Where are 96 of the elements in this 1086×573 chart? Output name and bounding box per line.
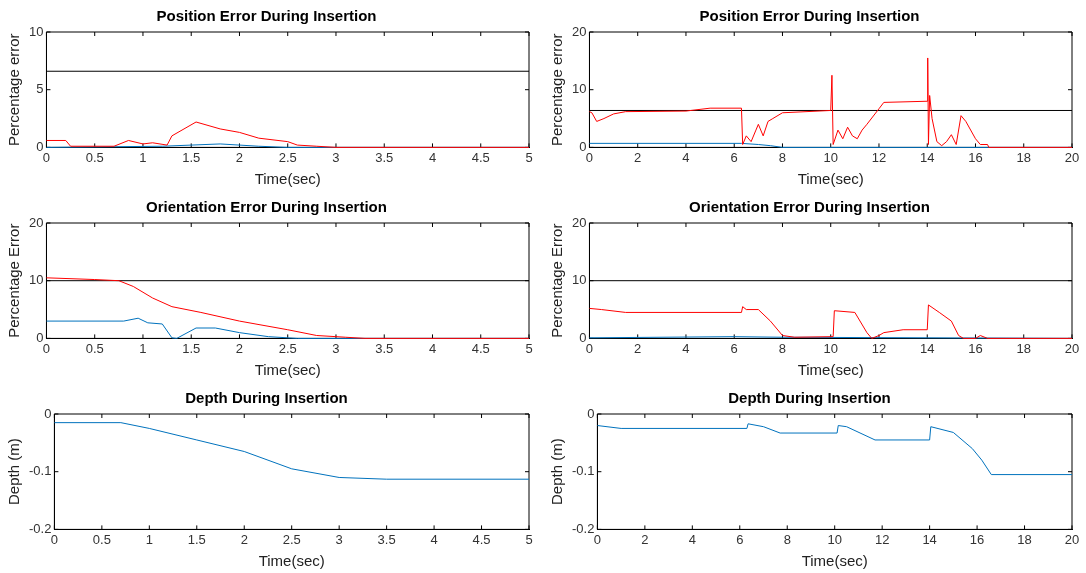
x-tick-label: 3.5 xyxy=(375,340,394,356)
x-tick-label: 1.5 xyxy=(187,531,206,547)
x-tick-label: 10 xyxy=(827,531,842,547)
x-axis-title: Time(sec) xyxy=(254,361,321,379)
x-tick-label: 1 xyxy=(139,340,147,356)
x-tick-label: 4.5 xyxy=(472,531,491,547)
x-tick-label: 14 xyxy=(922,531,937,547)
x-tick-label: 12 xyxy=(874,531,890,547)
x-tick-label: 0.5 xyxy=(85,340,104,356)
x-tick-label: 5 xyxy=(525,340,533,356)
y-tick-label: 20 xyxy=(571,214,587,230)
x-tick-label: 2.5 xyxy=(282,531,301,547)
x-tick-label: 8 xyxy=(783,531,791,547)
x-tick-label: 3.5 xyxy=(377,531,396,547)
x-tick-label: 1.5 xyxy=(182,340,201,356)
x-tick-label: 8 xyxy=(778,340,787,356)
x-tick-label: 0.5 xyxy=(85,149,104,165)
x-tick-label: 2.5 xyxy=(278,340,297,356)
y-tick-label: 0 xyxy=(579,138,587,154)
y-tick-label: -0.1 xyxy=(28,463,52,479)
chart-title: Depth During Insertion xyxy=(185,389,348,407)
x-axis-title: Time(sec) xyxy=(258,552,325,570)
x-tick-label: 18 xyxy=(1017,531,1032,547)
x-tick-label: 4 xyxy=(428,149,437,165)
x-tick-label: 20 xyxy=(1064,531,1080,547)
y-tick-label: 20 xyxy=(571,23,587,39)
x-axis-title: Time(sec) xyxy=(254,170,321,188)
x-tick-label: 4.5 xyxy=(471,149,490,165)
x-tick-label: 2 xyxy=(634,149,642,165)
x-tick-label: 16 xyxy=(968,340,983,356)
x-tick-label: 2 xyxy=(235,340,244,356)
y-tick-label: -0.2 xyxy=(571,520,595,536)
x-tick-label: 16 xyxy=(969,531,985,547)
x-tick-label: 2 xyxy=(641,531,649,547)
x-tick-label: 4 xyxy=(430,531,438,547)
y-tick-label: 10 xyxy=(571,81,587,97)
x-axis-title: Time(sec) xyxy=(797,170,864,188)
x-tick-label: 3.5 xyxy=(375,149,394,165)
y-tick-label: 0 xyxy=(44,405,52,421)
x-tick-label: 14 xyxy=(920,340,935,356)
x-tick-label: 10 xyxy=(823,340,838,356)
y-tick-label: 0 xyxy=(36,138,44,154)
y-tick-label: -0.1 xyxy=(571,463,595,479)
x-tick-label: 2 xyxy=(240,531,248,547)
x-tick-label: 5 xyxy=(525,149,533,165)
y-axis-title: Percentage Error xyxy=(548,223,566,338)
x-tick-label: 2 xyxy=(634,340,642,356)
y-tick-label: 0 xyxy=(579,329,587,345)
y-tick-label: 5 xyxy=(36,81,44,97)
y-axis-title: Depth (m) xyxy=(548,438,566,506)
x-tick-label: 1 xyxy=(139,149,147,165)
x-tick-label: 4.5 xyxy=(471,340,490,356)
x-tick-label: 5 xyxy=(525,531,533,547)
chart-title: Depth During Insertion xyxy=(728,389,891,407)
chart-title: Position Error During Insertion xyxy=(156,7,377,25)
x-tick-label: 2 xyxy=(235,149,244,165)
x-tick-label: 16 xyxy=(968,149,983,165)
x-tick-label: 3 xyxy=(335,531,343,547)
chart-title: Position Error During Insertion xyxy=(699,7,920,25)
x-tick-label: 1.5 xyxy=(182,149,201,165)
x-tick-label: 12 xyxy=(871,340,887,356)
x-tick-label: 18 xyxy=(1016,340,1031,356)
y-tick-label: 10 xyxy=(571,272,587,288)
x-tick-label: 4 xyxy=(688,531,696,547)
x-tick-label: 6 xyxy=(730,340,738,356)
y-axis-title: Depth (m) xyxy=(5,438,23,506)
x-tick-label: 1 xyxy=(145,531,153,547)
y-axis-title: Percentage error xyxy=(548,33,566,146)
x-tick-label: 20 xyxy=(1064,149,1080,165)
x-tick-label: 6 xyxy=(730,149,738,165)
x-tick-label: 18 xyxy=(1016,149,1031,165)
x-tick-label: 6 xyxy=(736,531,744,547)
chart-title: Orientation Error During Insertion xyxy=(146,198,387,216)
x-tick-label: 20 xyxy=(1064,340,1080,356)
x-tick-label: 10 xyxy=(823,149,838,165)
y-tick-label: 10 xyxy=(28,23,44,39)
x-tick-label: 14 xyxy=(920,149,935,165)
y-tick-label: -0.2 xyxy=(28,520,52,536)
x-tick-label: 4 xyxy=(428,340,437,356)
y-tick-label: 10 xyxy=(28,272,44,288)
x-axis-title: Time(sec) xyxy=(797,361,864,379)
y-tick-label: 20 xyxy=(28,214,44,230)
x-tick-label: 8 xyxy=(778,149,787,165)
y-axis-title: Percentage Error xyxy=(5,223,23,338)
x-tick-label: 3 xyxy=(332,149,340,165)
y-tick-label: 0 xyxy=(36,329,44,345)
y-tick-label: 0 xyxy=(587,405,595,421)
x-tick-label: 2.5 xyxy=(278,149,297,165)
x-tick-label: 12 xyxy=(871,149,887,165)
x-tick-label: 4 xyxy=(682,340,690,356)
x-tick-label: 4 xyxy=(682,149,690,165)
chart-title: Orientation Error During Insertion xyxy=(689,198,930,216)
x-tick-label: 3 xyxy=(332,340,340,356)
x-axis-title: Time(sec) xyxy=(801,552,868,570)
x-tick-label: 0.5 xyxy=(92,531,111,547)
y-axis-title: Percentage error xyxy=(5,33,23,146)
